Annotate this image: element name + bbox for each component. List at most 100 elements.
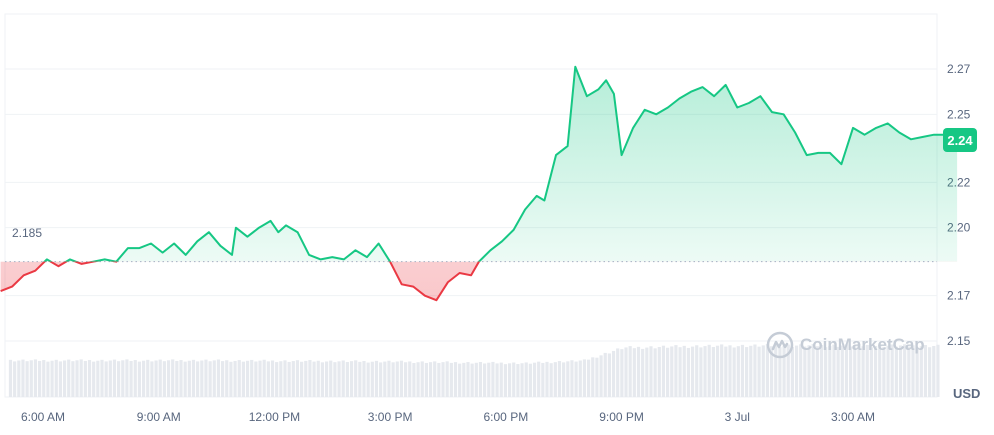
volume-bar — [433, 361, 437, 397]
x-tick-label: 9:00 AM — [137, 410, 181, 424]
volume-bar — [316, 360, 320, 397]
volume-bar — [653, 348, 657, 397]
volume-bar — [495, 363, 499, 397]
volume-bar — [445, 361, 449, 397]
volume-bar — [387, 360, 391, 397]
volume-bar — [557, 361, 562, 397]
volume-bar — [254, 361, 258, 397]
volume-bar — [674, 345, 678, 397]
x-tick-label: 3:00 PM — [368, 410, 413, 424]
volume-bar — [420, 361, 424, 397]
volume-bar — [29, 360, 33, 397]
volume-bar — [699, 347, 703, 397]
volume-bar — [819, 344, 824, 397]
volume-bar — [383, 361, 387, 397]
volume-bar — [774, 344, 778, 397]
volume-bar — [570, 360, 574, 397]
volume-bar — [520, 363, 524, 397]
volume-bar — [366, 362, 370, 397]
volume-bar — [582, 359, 587, 397]
volume-bar — [200, 360, 204, 397]
volume-bar — [403, 362, 408, 397]
volume-bar — [275, 362, 279, 397]
volume-bar — [898, 345, 903, 397]
volume-bar — [686, 347, 691, 397]
volume-bar — [890, 344, 894, 397]
volume-bar — [67, 359, 71, 397]
volume-bar — [295, 360, 300, 397]
volume-bar — [141, 360, 146, 397]
volume-bar — [611, 350, 616, 397]
volume-bar — [312, 361, 316, 397]
volume-bar — [250, 359, 254, 397]
volume-bar — [129, 360, 133, 397]
volume-bar — [333, 362, 337, 397]
volume-bar — [237, 360, 241, 397]
volume-bar — [42, 360, 46, 397]
volume-bar — [690, 346, 695, 397]
volume-bar — [487, 362, 491, 397]
volume-bar — [162, 361, 166, 397]
volume-bar — [844, 344, 849, 397]
volume-bar — [503, 364, 508, 397]
volume-bar — [320, 362, 325, 397]
y-tick-label: 2.15 — [947, 334, 971, 348]
volume-bar — [483, 363, 487, 397]
volume-bar — [283, 360, 287, 397]
volume-bar — [707, 344, 711, 397]
volume-bar — [728, 345, 732, 397]
volume-bar — [840, 345, 844, 397]
volume-bar — [873, 346, 878, 397]
x-tick-label: 6:00 PM — [484, 410, 529, 424]
volume-bar — [46, 361, 50, 397]
volume-bar — [882, 347, 886, 397]
volume-bar — [258, 360, 262, 397]
volume-bar — [749, 345, 753, 397]
volume-bar — [695, 345, 699, 397]
volume-bar — [458, 363, 462, 397]
volume-bar — [562, 362, 566, 397]
x-tick-label: 3:00 AM — [831, 410, 875, 424]
volume-bar — [794, 345, 799, 397]
volume-bar — [632, 348, 636, 397]
volume-bar — [370, 361, 374, 397]
volume-bar — [146, 359, 150, 397]
volume-bar — [782, 345, 786, 397]
volume-bar — [586, 359, 591, 397]
volume-bar — [641, 348, 645, 397]
volume-bar — [374, 360, 379, 397]
volume-bar — [8, 359, 13, 397]
volume-bar — [216, 359, 221, 397]
volume-bar — [553, 362, 557, 397]
volume-bar — [865, 345, 869, 397]
volume-bar — [470, 363, 474, 397]
volume-bar — [932, 346, 936, 397]
volume-bar — [828, 345, 832, 397]
volume-bar — [595, 357, 599, 397]
volume-bar — [279, 361, 283, 397]
volume-bar — [628, 346, 632, 397]
volume-bar — [670, 346, 674, 397]
volume-bar — [574, 361, 578, 397]
volume-bar — [645, 347, 649, 397]
volume-bar — [175, 360, 179, 397]
volume-bar — [62, 360, 67, 397]
volume-bar — [337, 361, 341, 397]
volume-bar — [928, 347, 932, 397]
volume-bar — [649, 346, 653, 397]
currency-label: USD — [953, 386, 981, 401]
volume-bar — [466, 362, 470, 397]
volume-bar — [441, 362, 445, 397]
volume-bar — [907, 346, 911, 397]
volume-bar — [108, 360, 112, 397]
volume-bar — [453, 362, 458, 397]
volume-bar — [137, 361, 142, 397]
volume-bar — [537, 361, 541, 397]
volume-bar — [923, 345, 928, 397]
volume-bar — [262, 359, 266, 397]
volume-bar — [886, 345, 890, 397]
volume-bar — [736, 346, 740, 397]
volume-bar — [474, 362, 478, 397]
volume-bar — [807, 345, 811, 397]
volume-bar — [603, 352, 607, 397]
